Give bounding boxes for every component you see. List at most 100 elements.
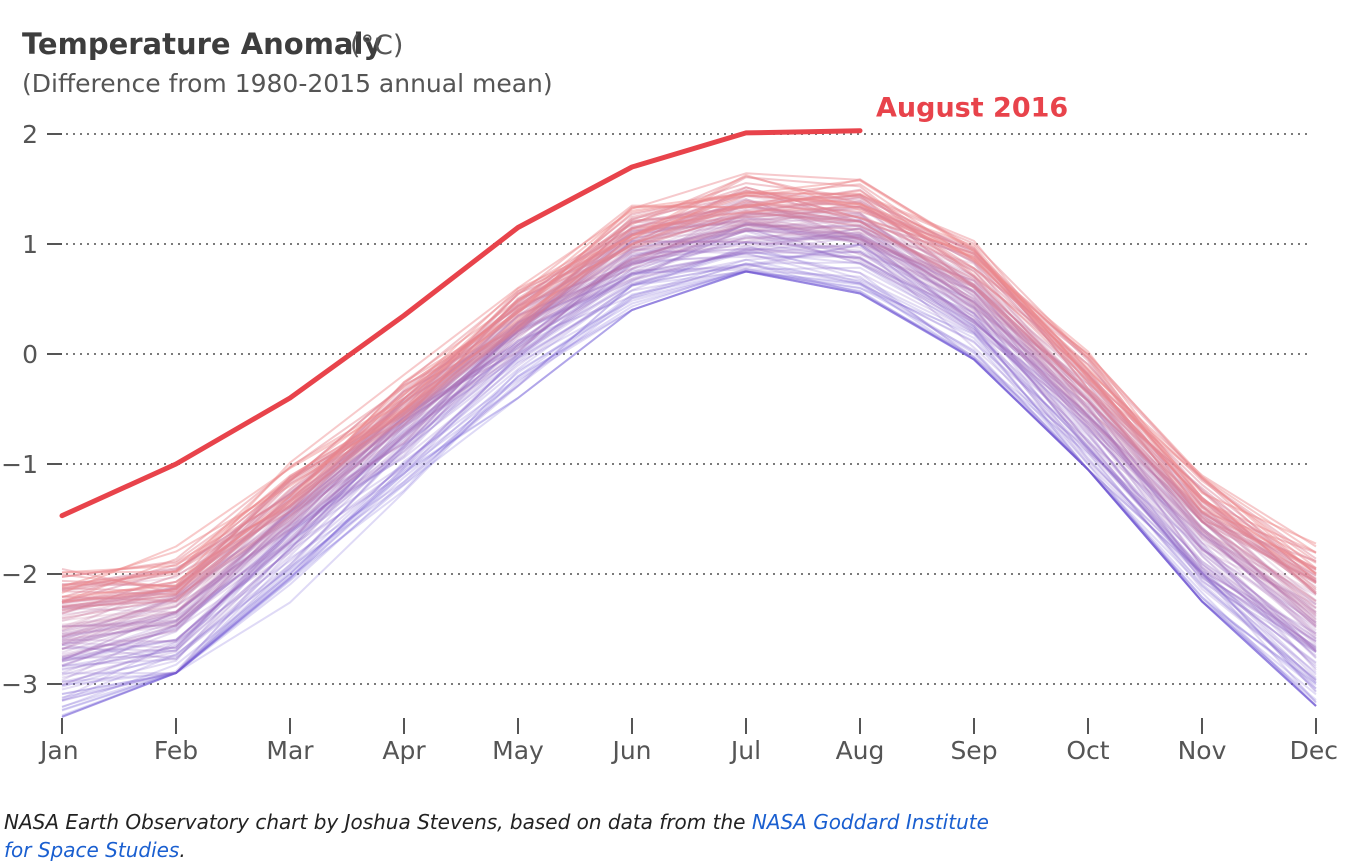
year-line-24 — [61, 244, 1317, 682]
year-line-86 — [61, 201, 1317, 621]
year-line-121 — [61, 199, 1317, 590]
year-line-127 — [61, 183, 1317, 604]
year-line-57 — [61, 224, 1317, 644]
year-line-129 — [61, 192, 1317, 587]
year-line-5 — [61, 270, 1317, 702]
year-line-96 — [61, 205, 1317, 610]
x-axis: Jan Feb Mar Apr May Jun Jul Aug Sep Oct Nov Dec — [38, 718, 1338, 765]
x-tick-label-oct: Oct — [1066, 736, 1109, 765]
year-line-46 — [61, 227, 1317, 643]
year-line-99 — [61, 192, 1317, 609]
year-line-76 — [61, 220, 1317, 642]
year-line-43 — [61, 234, 1317, 651]
year-line-4 — [61, 270, 1317, 718]
year-line-130 — [61, 172, 1317, 601]
year-line-6 — [61, 267, 1317, 699]
year-line-106 — [61, 205, 1317, 594]
year-line-66 — [61, 217, 1317, 627]
year-line-92 — [61, 199, 1317, 604]
year-line-10 — [61, 262, 1317, 708]
year-line-126 — [61, 194, 1317, 603]
year-line-9 — [61, 258, 1317, 718]
chart: Temperature Anomaly (°C) (Difference fro… — [1, 27, 1338, 765]
year-line-56 — [61, 234, 1317, 662]
year-line-112 — [61, 188, 1317, 609]
chart-title: Temperature Anomaly (°C) — [22, 27, 403, 61]
x-tick-label-mar: Mar — [266, 736, 314, 765]
year-lines — [61, 172, 1317, 718]
year-line-128 — [61, 178, 1317, 589]
year-line-2 — [61, 270, 1317, 711]
year-line-28 — [61, 243, 1317, 669]
year-line-64 — [61, 214, 1317, 641]
year-line-36 — [61, 241, 1317, 665]
year-line-32 — [61, 229, 1317, 661]
year-line-67 — [61, 212, 1317, 651]
year-line-118 — [61, 186, 1317, 593]
year-line-80 — [61, 213, 1317, 643]
year-line-90 — [61, 219, 1317, 611]
x-tick-label-aug: Aug — [836, 736, 885, 765]
year-line-70 — [61, 201, 1317, 633]
year-line-29 — [61, 222, 1317, 686]
year-line-115 — [61, 193, 1317, 596]
year-line-93 — [61, 224, 1317, 623]
x-tick-label-apr: Apr — [382, 736, 426, 765]
year-line-117 — [61, 194, 1317, 604]
year-line-71 — [61, 223, 1317, 628]
year-line-105 — [61, 189, 1317, 603]
year-line-87 — [61, 208, 1317, 626]
caption-source-link[interactable]: NASA Goddard Institute for Space Studies — [4, 810, 989, 862]
year-line-104 — [61, 205, 1317, 595]
chart-title-text: Temperature Anomaly — [22, 27, 382, 61]
x-tick-label-jun: Jun — [610, 736, 651, 765]
year-line-0 — [61, 270, 1317, 718]
year-line-22 — [61, 261, 1317, 691]
y-tick-label-1: 1 — [22, 230, 38, 259]
year-line-30 — [61, 253, 1317, 667]
year-line-119 — [61, 191, 1317, 590]
year-line-49 — [61, 231, 1317, 660]
year-line-59 — [61, 219, 1317, 647]
year-line-13 — [61, 249, 1317, 695]
year-line-113 — [61, 203, 1317, 612]
year-line-122 — [61, 182, 1317, 594]
year-line-65 — [61, 215, 1317, 646]
year-line-95 — [61, 205, 1317, 622]
year-line-89 — [61, 199, 1317, 604]
year-line-91 — [61, 205, 1317, 628]
year-line-60 — [61, 216, 1317, 654]
year-line-14 — [61, 263, 1317, 688]
x-tick-label-feb: Feb — [154, 736, 198, 765]
year-line-97 — [61, 198, 1317, 612]
year-line-44 — [61, 229, 1317, 667]
year-line-124 — [61, 176, 1317, 578]
x-tick-label-jan: Jan — [38, 736, 79, 765]
year-line-81 — [61, 214, 1317, 635]
chart-subtitle: (Difference from 1980-2015 annual mean) — [22, 69, 553, 98]
year-line-61 — [61, 221, 1317, 658]
year-line-51 — [61, 229, 1317, 648]
highlight-series: August 2016 — [59, 93, 1068, 519]
caption-prefix: NASA Earth Observatory chart by Joshua S… — [4, 810, 752, 834]
y-tick-label-3: −1 — [1, 450, 38, 479]
year-line-94 — [61, 196, 1317, 631]
year-line-34 — [61, 233, 1317, 679]
highlight-series-label: August 2016 — [876, 93, 1068, 124]
year-line-50 — [61, 223, 1317, 668]
year-line-26 — [61, 246, 1317, 670]
highlight-series-line — [59, 128, 863, 519]
year-line-38 — [61, 243, 1317, 661]
x-tick-label-jul: Jul — [729, 736, 761, 765]
y-tick-label-4: −2 — [1, 560, 38, 589]
year-line-84 — [61, 198, 1317, 638]
year-line-103 — [61, 209, 1317, 607]
year-line-72 — [61, 228, 1317, 637]
x-tick-label-dec: Dec — [1290, 736, 1338, 765]
year-line-41 — [61, 235, 1317, 663]
year-line-45 — [61, 227, 1317, 646]
year-line-3 — [61, 270, 1317, 712]
year-line-123 — [61, 175, 1317, 589]
year-line-108 — [61, 194, 1317, 615]
year-line-37 — [61, 250, 1317, 677]
